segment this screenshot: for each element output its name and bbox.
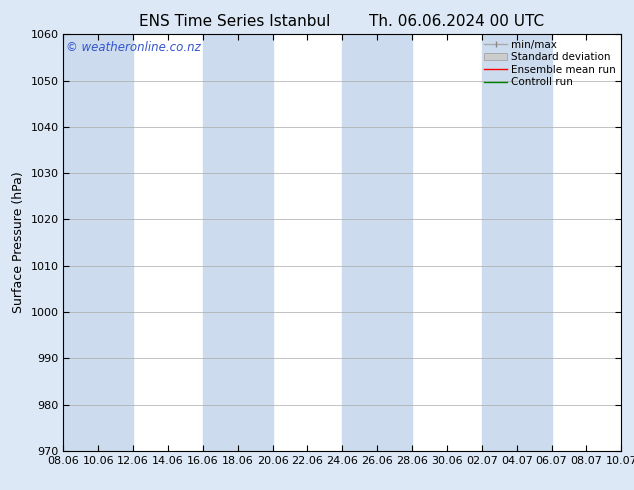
Legend: min/max, Standard deviation, Ensemble mean run, Controll run: min/max, Standard deviation, Ensemble me…	[484, 40, 616, 87]
Text: © weatheronline.co.nz: © weatheronline.co.nz	[66, 41, 201, 53]
Text: ENS Time Series Istanbul: ENS Time Series Istanbul	[139, 14, 330, 29]
Bar	[203, 34, 273, 451]
Bar	[63, 34, 133, 451]
Bar	[342, 34, 412, 451]
Y-axis label: Surface Pressure (hPa): Surface Pressure (hPa)	[12, 172, 25, 314]
Text: Th. 06.06.2024 00 UTC: Th. 06.06.2024 00 UTC	[369, 14, 544, 29]
Bar	[482, 34, 552, 451]
